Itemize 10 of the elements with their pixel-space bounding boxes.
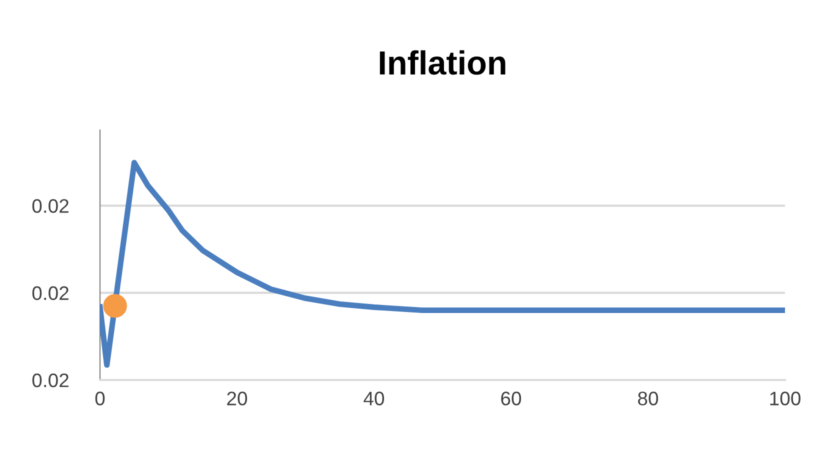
x-tick-label: 80 <box>638 392 658 406</box>
text: 0.02 <box>32 373 68 388</box>
chart-title: Inflation <box>380 50 506 75</box>
text: 0.02 <box>32 286 68 300</box>
x-tick-label: 0 <box>95 392 105 406</box>
text: 0.02 <box>32 199 68 213</box>
x-tick-label: 60 <box>501 392 522 406</box>
x-tick-label: 20 <box>227 392 248 406</box>
x-tick-label: 40 <box>364 392 384 406</box>
x-tick-label: 100 <box>770 392 800 406</box>
